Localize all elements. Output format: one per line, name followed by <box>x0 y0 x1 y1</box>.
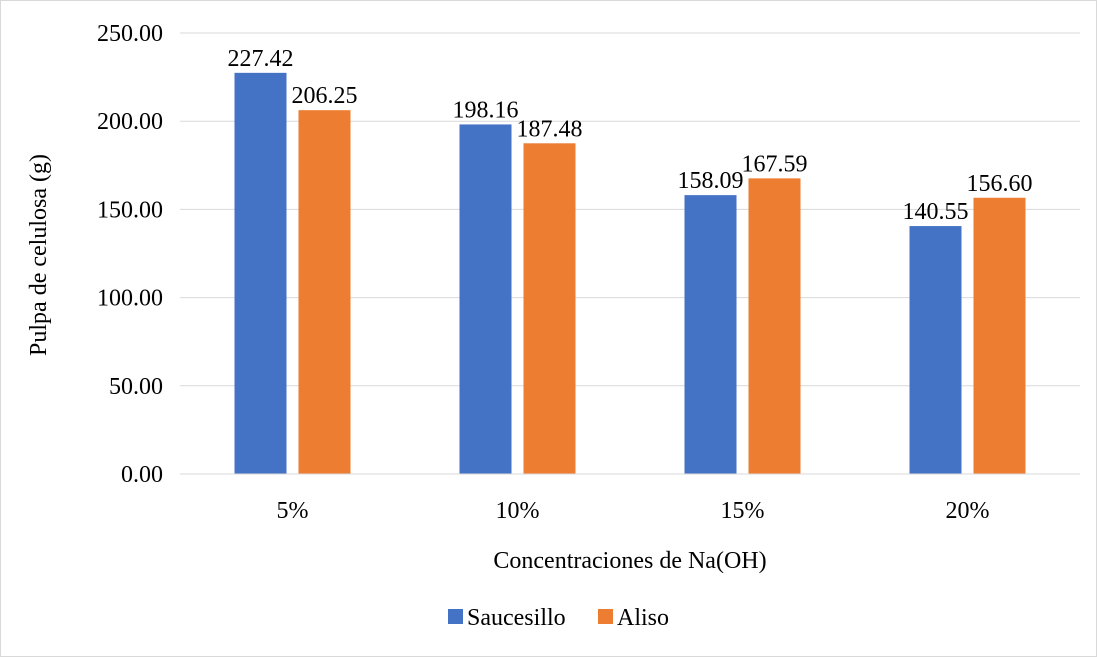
y-tick-label: 200.00 <box>97 109 163 135</box>
data-label: 198.16 <box>453 97 519 123</box>
x-axis-title: Concentraciones de Na(OH) <box>493 548 766 574</box>
x-tick-label: 20% <box>946 498 990 524</box>
legend-swatch-aliso <box>598 609 613 624</box>
bar-saucesillo-0 <box>234 72 287 475</box>
y-tick-label: 50.00 <box>109 374 163 400</box>
bar-saucesillo-3 <box>909 226 962 474</box>
data-label: 156.60 <box>967 171 1033 197</box>
y-tick-label: 0.00 <box>121 462 163 488</box>
x-axis-ticks: 5% 10% 15% 20% <box>277 498 990 524</box>
x-tick-label: 15% <box>721 498 765 524</box>
bar-aliso-0 <box>298 110 351 475</box>
bar-aliso-1 <box>523 143 576 474</box>
legend-label-aliso: Aliso <box>617 605 669 631</box>
data-label: 167.59 <box>742 151 808 177</box>
legend-label-saucesillo: Saucesillo <box>467 605 566 631</box>
x-tick-label: 5% <box>277 498 309 524</box>
bar-saucesillo-1 <box>459 124 512 474</box>
data-label: 187.48 <box>517 116 583 142</box>
data-label: 227.42 <box>228 46 294 72</box>
x-tick-label: 10% <box>496 498 540 524</box>
y-axis-ticks: 0.00 50.00 100.00 150.00 200.00 250.00 <box>97 21 163 488</box>
data-label: 206.25 <box>292 83 358 109</box>
data-label: 140.55 <box>903 199 969 225</box>
y-tick-label: 150.00 <box>97 197 163 223</box>
legend: Saucesillo Aliso <box>448 605 669 631</box>
legend-swatch-saucesillo <box>448 609 463 624</box>
bar-saucesillo-2 <box>684 195 737 474</box>
bar-aliso-2 <box>748 178 801 474</box>
data-label: 158.09 <box>678 168 744 194</box>
y-tick-label: 250.00 <box>97 21 163 47</box>
bar-aliso-3 <box>973 197 1026 474</box>
y-axis-title: Pulpa de celulosa (g) <box>26 154 52 356</box>
bars <box>234 72 1026 475</box>
y-tick-label: 100.00 <box>97 286 163 312</box>
